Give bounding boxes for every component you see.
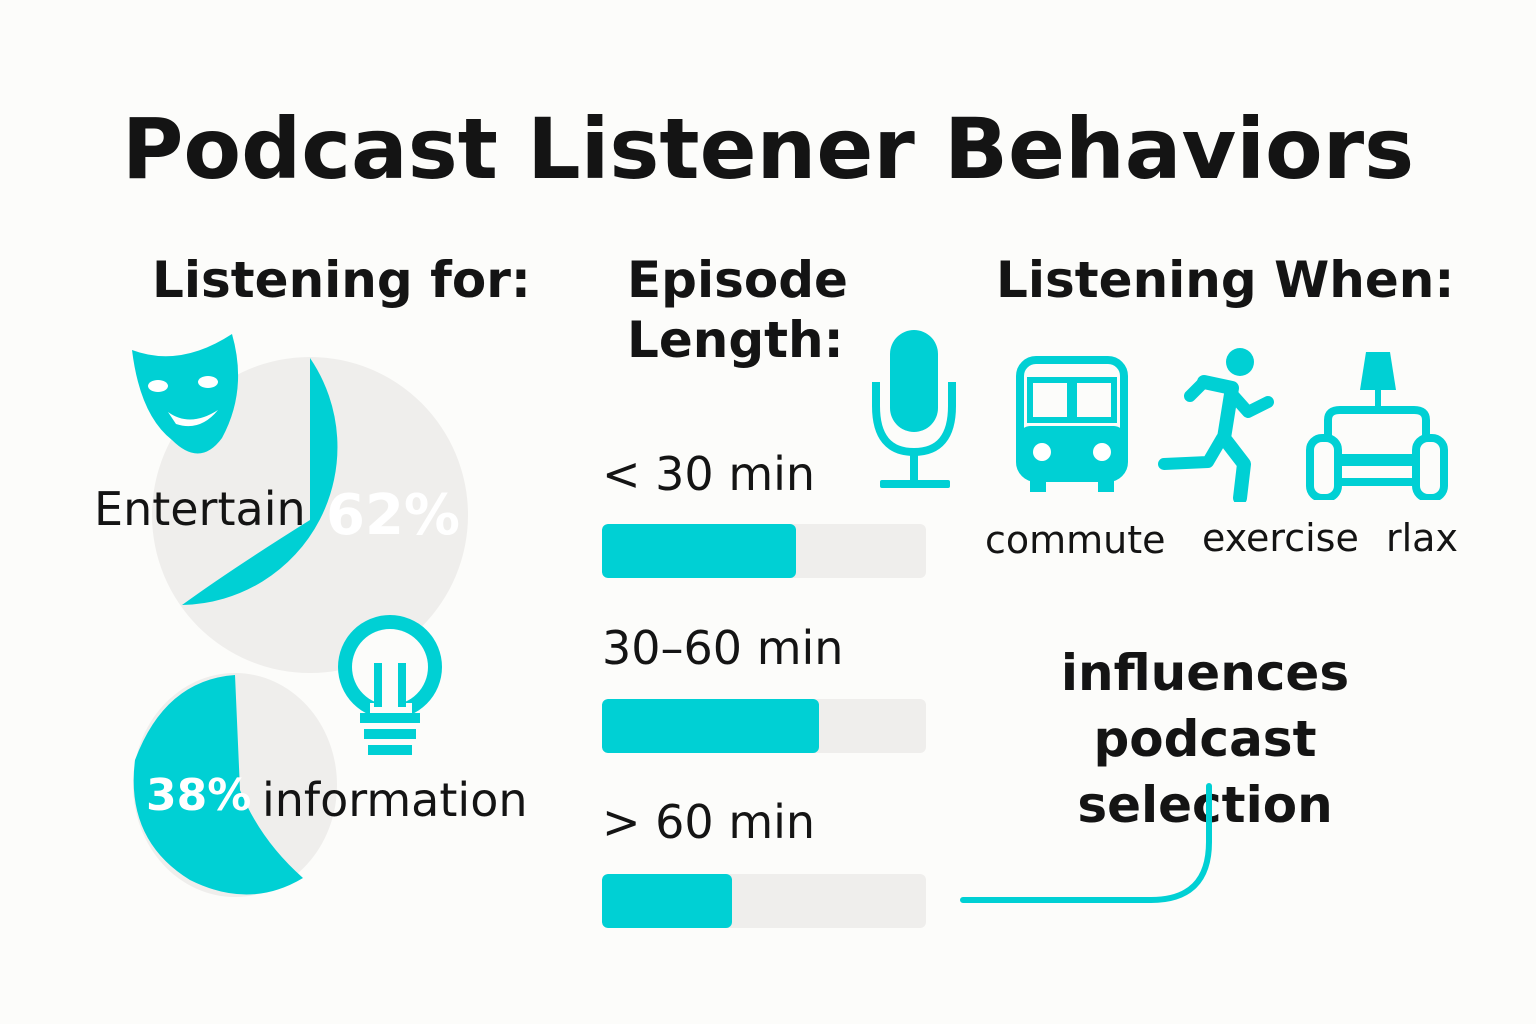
entertain-pie-slice [182, 358, 338, 605]
listening-when-heading: Listening When: [996, 251, 1455, 309]
running-person-icon [1158, 348, 1274, 502]
influence-note-line1: influences [1060, 644, 1350, 702]
bar-fill-30-60 [602, 699, 820, 753]
information-percent: 38% [146, 770, 252, 821]
bar-track-under-30 [602, 524, 926, 578]
exercise-label: exercise [1202, 516, 1359, 560]
episode-length-heading: Episode Length: [627, 250, 848, 370]
influence-note: influences podcast selection [960, 640, 1450, 838]
bar-fill-over-60 [602, 874, 732, 928]
microphone-icon [872, 330, 956, 488]
connector-line [960, 783, 1212, 903]
bus-icon [1016, 356, 1128, 492]
bar-fill-under-30 [602, 524, 797, 578]
entertain-label: Entertain [94, 482, 306, 536]
bar-label-over-60: > 60 min [602, 795, 816, 849]
information-pie-slice [133, 675, 303, 895]
episode-length-heading-line1: Episode [627, 251, 848, 309]
listening-for-graphic [132, 334, 468, 897]
information-pie [133, 673, 337, 897]
bar-track-30-60 [602, 699, 926, 753]
theater-mask-icon [132, 334, 239, 454]
influence-note-line2: podcast selection [1077, 710, 1333, 834]
page-title: Podcast Listener Behaviors [121, 100, 1415, 198]
commute-label: commute [985, 518, 1166, 562]
entertain-percent: 62% [326, 483, 461, 548]
lightbulb-icon [338, 615, 442, 755]
bar-track-over-60 [602, 874, 926, 928]
bar-label-under-30: < 30 min [602, 447, 816, 501]
bar-label-30-60: 30–60 min [602, 621, 844, 675]
entertain-pie [152, 357, 468, 673]
relax-label: rlax [1386, 516, 1458, 560]
couch-lamp-icon [1306, 352, 1448, 500]
listening-for-heading: Listening for: [152, 251, 531, 309]
information-label: information [262, 773, 528, 827]
episode-length-heading-line2: Length: [627, 311, 844, 369]
